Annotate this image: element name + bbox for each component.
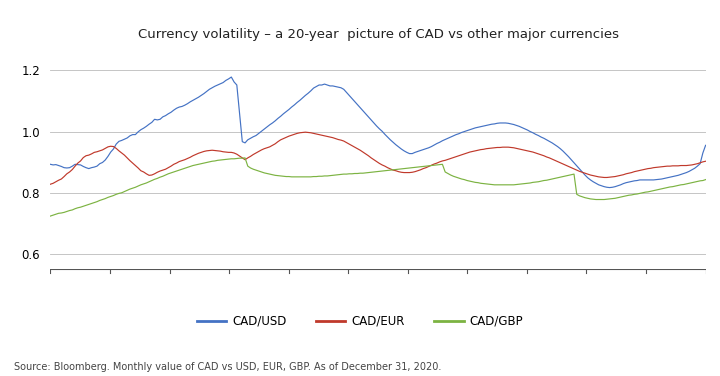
CAD/USD (701, 143, 710, 148)
CAD/USD (150, 117, 159, 121)
CAD/USD (46, 162, 55, 167)
CAD/GBP (482, 182, 490, 186)
CAD/GBP (46, 214, 55, 218)
CAD/EUR (73, 161, 82, 165)
CAD/USD (482, 123, 490, 128)
CAD/EUR (657, 164, 666, 169)
CAD/EUR (268, 143, 276, 148)
CAD/USD (660, 176, 669, 180)
CAD/EUR (301, 130, 310, 134)
Legend: CAD/USD, CAD/EUR, CAD/GBP: CAD/USD, CAD/EUR, CAD/GBP (192, 310, 528, 332)
CAD/EUR (150, 171, 159, 176)
CAD/GBP (90, 200, 99, 205)
CAD/EUR (482, 146, 490, 151)
Title: Currency volatility – a 20-year  picture of CAD vs other major currencies: Currency volatility – a 20-year picture … (138, 28, 618, 41)
CAD/USD (271, 118, 279, 123)
CAD/GBP (150, 177, 159, 182)
CAD/EUR (90, 150, 99, 155)
CAD/GBP (271, 173, 279, 177)
CAD/USD (73, 162, 82, 167)
CAD/GBP (701, 177, 710, 182)
Line: CAD/GBP: CAD/GBP (50, 158, 706, 216)
Line: CAD/USD: CAD/USD (50, 77, 706, 188)
CAD/USD (90, 165, 99, 169)
CAD/USD (606, 185, 614, 190)
CAD/GBP (657, 186, 666, 191)
CAD/EUR (46, 182, 55, 186)
CAD/GBP (240, 156, 249, 160)
Text: Source: Bloomberg. Monthly value of CAD vs USD, EUR, GBP. As of December 31, 202: Source: Bloomberg. Monthly value of CAD … (14, 362, 442, 372)
CAD/GBP (73, 206, 82, 210)
CAD/USD (227, 75, 235, 79)
CAD/EUR (701, 159, 710, 164)
Line: CAD/EUR: CAD/EUR (50, 132, 706, 184)
